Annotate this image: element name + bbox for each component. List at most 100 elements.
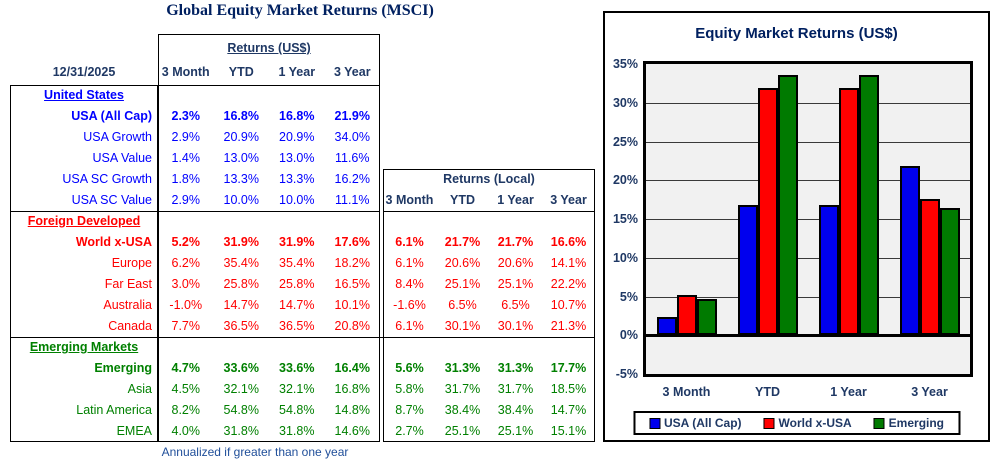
- usd-value-cell: 5.2%: [171, 235, 201, 249]
- local-value-cell: 21.3%: [550, 319, 587, 333]
- local-returns-header: Returns (Local): [443, 172, 535, 186]
- usd-value-cell: 13.3%: [223, 172, 259, 186]
- chart-bar: [939, 208, 960, 336]
- usd-value-cell: 17.6%: [334, 235, 370, 249]
- local-value-cell: 20.6%: [444, 256, 481, 270]
- local-period-header: YTD: [450, 193, 475, 207]
- row-label: Latin America: [76, 403, 152, 417]
- usd-value-cell: 14.8%: [334, 403, 370, 417]
- chart-bar: [858, 74, 879, 336]
- local-value-cell: 6.1%: [395, 256, 424, 270]
- usd-value-cell: 3.0%: [171, 277, 201, 291]
- chart-bar: [676, 294, 697, 336]
- usd-value-cell: 32.1%: [223, 382, 259, 396]
- section-header: Foreign Developed: [27, 214, 141, 228]
- local-value-cell: 25.1%: [444, 424, 481, 438]
- local-value-cell: 21.7%: [497, 235, 534, 249]
- usd-value-cell: 54.8%: [223, 403, 259, 417]
- local-period-header: 3 Month: [385, 193, 434, 207]
- y-axis-label: 10%: [612, 250, 638, 265]
- usd-value-cell: 31.8%: [223, 424, 259, 438]
- local-value-cell: 38.4%: [444, 403, 481, 417]
- usd-value-cell: 13.0%: [223, 151, 259, 165]
- chart-bar: [818, 205, 839, 336]
- usd-period-header: 3 Year: [333, 65, 371, 79]
- local-value-cell: 25.1%: [497, 277, 534, 291]
- gridline: [646, 141, 970, 143]
- chart-bar: [757, 88, 778, 336]
- chart-bar: [899, 165, 920, 336]
- legend-swatch: [763, 417, 775, 429]
- x-axis-label: 3 Year: [911, 385, 948, 399]
- local-value-cell: 8.4%: [395, 277, 424, 291]
- row-label: Asia: [127, 382, 152, 396]
- local-value-cell: 6.5%: [501, 298, 530, 312]
- returns-table: Returns (US$) 12/31/2025 Returns (Local)…: [10, 34, 595, 442]
- local-value-cell: 17.7%: [550, 361, 587, 375]
- y-axis-label: 15%: [612, 212, 638, 226]
- usd-value-cell: 25.8%: [279, 277, 315, 291]
- usd-value-cell: 32.1%: [279, 382, 315, 396]
- y-axis-label: 35%: [612, 57, 638, 71]
- local-value-cell: 18.5%: [550, 382, 587, 396]
- chart-bar: [919, 198, 940, 336]
- chart-bar: [656, 317, 677, 336]
- usd-value-cell: 33.6%: [279, 361, 315, 375]
- local-value-cell: 30.1%: [444, 319, 481, 333]
- local-value-cell: 6.5%: [448, 298, 477, 312]
- chart-bar: [737, 205, 758, 336]
- usd-value-cell: 16.8%: [223, 109, 259, 123]
- local-period-header: 1 Year: [497, 193, 534, 207]
- local-value-cell: 31.3%: [497, 361, 534, 375]
- local-value-cell: 20.6%: [497, 256, 534, 270]
- legend-swatch: [648, 417, 660, 429]
- usd-value-cell: 21.9%: [334, 109, 370, 123]
- usd-value-cell: 14.6%: [334, 424, 370, 438]
- usd-value-cell: 6.2%: [171, 256, 201, 270]
- legend-item: World x-USA: [763, 416, 852, 430]
- gridline: [646, 102, 970, 104]
- local-value-cell: 38.4%: [497, 403, 534, 417]
- row-label: Far East: [104, 277, 152, 291]
- usd-value-cell: 20.9%: [279, 130, 315, 144]
- usd-value-cell: 36.5%: [223, 319, 259, 333]
- usd-value-cell: 35.4%: [279, 256, 315, 270]
- usd-value-cell: 16.5%: [334, 277, 370, 291]
- local-period-header: 3 Year: [550, 193, 587, 207]
- local-value-cell: 21.7%: [444, 235, 481, 249]
- usd-value-cell: 14.7%: [279, 298, 315, 312]
- chart-title: Equity Market Returns (US$): [695, 25, 898, 42]
- usd-period-header: 1 Year: [278, 65, 316, 79]
- local-header-divider: [383, 211, 595, 212]
- usd-value-cell: 13.0%: [279, 151, 315, 165]
- usd-header-divider: [158, 85, 380, 86]
- local-value-cell: 5.8%: [395, 382, 424, 396]
- usd-period-header: YTD: [228, 65, 254, 79]
- usd-value-cell: 16.8%: [279, 109, 315, 123]
- usd-value-cell: 16.2%: [334, 172, 370, 186]
- y-axis-label: 30%: [612, 95, 638, 110]
- local-value-cell: 25.1%: [497, 424, 534, 438]
- local-value-cell: 15.1%: [550, 424, 587, 438]
- local-value-cell: 6.1%: [395, 235, 424, 249]
- usd-value-cell: 4.0%: [171, 424, 201, 438]
- local-value-cell: 14.7%: [550, 403, 587, 417]
- y-axis-label: 5%: [619, 289, 638, 304]
- usd-value-cell: 2.9%: [171, 130, 201, 144]
- usd-value-cell: 36.5%: [279, 319, 315, 333]
- y-axis-label: 0%: [619, 328, 638, 343]
- legend-swatch: [873, 417, 885, 429]
- section-header: United States: [44, 88, 124, 102]
- usd-value-cell: 31.9%: [279, 235, 315, 249]
- local-value-cell: 31.7%: [497, 382, 534, 396]
- y-axis-label: -5%: [615, 367, 638, 381]
- row-label: Australia: [103, 298, 152, 312]
- section-header: Emerging Markets: [29, 340, 139, 354]
- y-axis-label: 20%: [612, 173, 638, 188]
- chart-panel: Equity Market Returns (US$) 35% 30% 25% 20%…: [603, 11, 990, 442]
- local-value-cell: 25.1%: [444, 277, 481, 291]
- local-value-cell: 10.7%: [550, 298, 587, 312]
- usd-value-cell: 10.0%: [279, 193, 315, 207]
- usd-returns-header: Returns (US$): [227, 41, 311, 55]
